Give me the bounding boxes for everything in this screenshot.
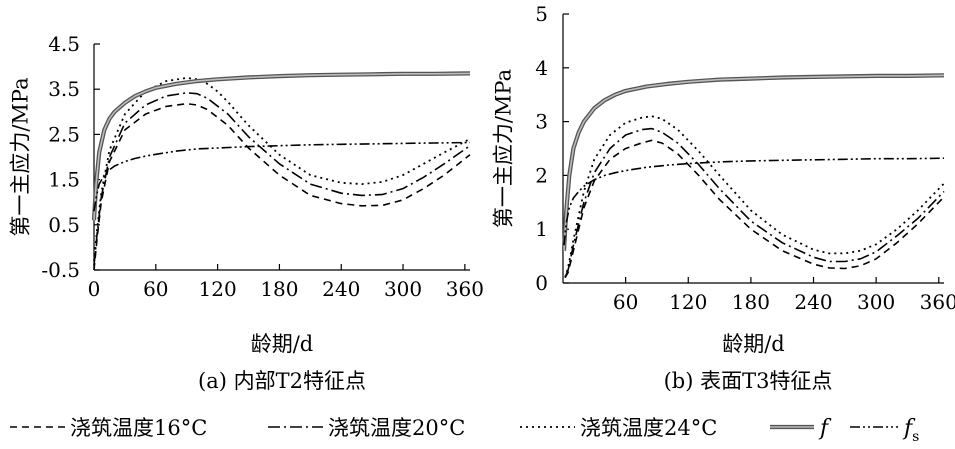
series-line-24c bbox=[93, 77, 471, 262]
y-tick-label: 4.5 bbox=[48, 32, 80, 56]
x-tick-label: 180 bbox=[732, 290, 770, 314]
legend-label: 浇筑温度24°C bbox=[580, 416, 717, 440]
legend-label: 浇筑温度16°C bbox=[70, 416, 207, 440]
x-tick-label: 360 bbox=[920, 290, 955, 314]
y-tick-label: 2.5 bbox=[48, 122, 80, 146]
legend-label: 浇筑温度20°C bbox=[328, 416, 465, 440]
y-tick-label: 1.5 bbox=[48, 168, 80, 192]
series-line-fs bbox=[93, 141, 471, 212]
chart-b: 0 1 2 3 4 5 60 120 180 240 300 360 龄期/d 第一主应力/MPa (b) … bbox=[492, 2, 955, 393]
y-tick-label: 3.5 bbox=[48, 77, 80, 101]
x-tick-label: 60 bbox=[143, 277, 168, 301]
x-tick-label: 120 bbox=[669, 290, 707, 314]
x-tick-label: 300 bbox=[384, 277, 422, 301]
y-tick-label: 0.5 bbox=[48, 213, 80, 237]
x-tick-label: 60 bbox=[613, 290, 638, 314]
series-line-fs bbox=[563, 157, 945, 246]
series-line-16c bbox=[93, 102, 471, 271]
legend-label-subscript: s bbox=[912, 429, 919, 445]
y-tick-label: 4 bbox=[535, 56, 548, 80]
chart-a: -0.5 0.5 1.5 2.5 3.5 4.5 0 60 120 180 240 300 360 龄期/… bbox=[9, 32, 484, 393]
series-line-20c bbox=[93, 92, 471, 266]
y-axis-title: 第一主应力/MPa bbox=[492, 69, 516, 228]
series-line-24c bbox=[564, 115, 945, 278]
y-tick-label: 1 bbox=[535, 217, 548, 241]
x-tick-label: 300 bbox=[857, 290, 895, 314]
legend-label: f bbox=[818, 416, 832, 441]
x-tick-label: 360 bbox=[446, 277, 484, 301]
y-tick-label: 0 bbox=[535, 271, 548, 295]
y-axis-title: 第一主应力/MPa bbox=[9, 77, 33, 236]
x-tick-label: 120 bbox=[199, 277, 237, 301]
x-tick-label: 0 bbox=[88, 277, 101, 301]
legend-label: fs bbox=[902, 416, 919, 445]
x-tick-label: 180 bbox=[260, 277, 298, 301]
y-tick-label: 2 bbox=[535, 163, 548, 187]
x-tick-label: 240 bbox=[322, 277, 360, 301]
x-axis-title: 龄期/d bbox=[251, 332, 314, 356]
x-tick-label: 240 bbox=[794, 290, 832, 314]
legend: 浇筑温度16°C 浇筑温度20°C 浇筑温度24°C f fs bbox=[10, 416, 919, 445]
series-line-16c bbox=[564, 139, 945, 278]
series-line-f-outline bbox=[561, 73, 945, 251]
chart-caption: (a) 内部T2特征点 bbox=[198, 369, 366, 393]
y-tick-label: 5 bbox=[535, 2, 548, 26]
series-line-20c bbox=[564, 127, 945, 278]
chart-caption: (b) 表面T3特征点 bbox=[664, 369, 833, 393]
y-tick-label: 3 bbox=[535, 110, 548, 134]
series-line-f bbox=[563, 74, 945, 251]
series-line-f-outline bbox=[91, 71, 471, 221]
series-line-f bbox=[93, 72, 471, 221]
y-tick-label: -0.5 bbox=[41, 258, 80, 282]
x-axis-title: 龄期/d bbox=[722, 332, 785, 356]
